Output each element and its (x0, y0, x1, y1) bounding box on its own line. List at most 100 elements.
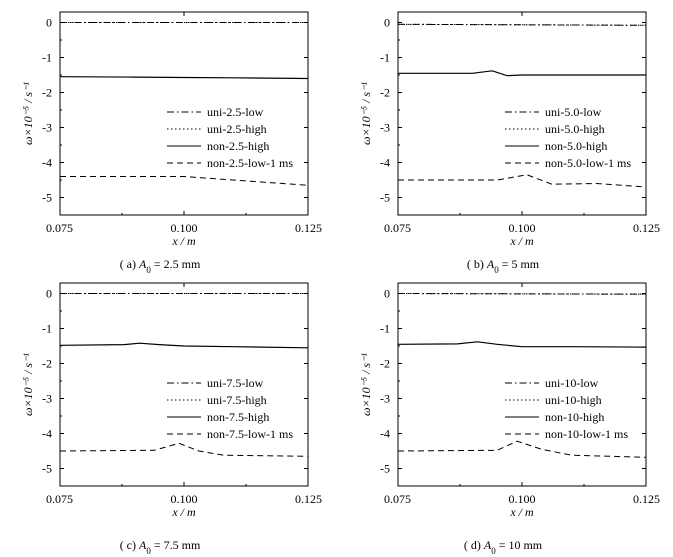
caption-sub: 0 (146, 546, 151, 556)
y-tick-label: -3 (42, 121, 52, 135)
legend: uni-7.5-low uni-7.5-high non-7.5-high non-7… (167, 376, 293, 441)
legend-label: uni-7.5-low (207, 376, 264, 390)
caption-var: A (138, 257, 147, 271)
caption-sub: 0 (146, 265, 151, 275)
series-line-2 (397, 23, 647, 26)
x-axis-label: x / m (509, 505, 534, 519)
x-tick-label: 0.075 (384, 492, 411, 506)
x-tick-label: 0.125 (295, 492, 322, 506)
caption-prefix: ( d) (464, 538, 484, 552)
series-line-3 (398, 70, 646, 77)
y-tick-label: -5 (380, 462, 390, 476)
y-tick-label: 0 (46, 16, 52, 30)
plot-frame (397, 282, 647, 487)
x-axis-label: x / m (171, 234, 196, 248)
caption-var: A (138, 538, 147, 552)
legend-label: non-2.5-low-1 ms (207, 156, 293, 170)
caption-rest: = 7.5 mm (151, 538, 201, 552)
y-tick-label: -3 (42, 392, 52, 406)
x-tick-label: 0.125 (633, 221, 660, 235)
caption-var: A (483, 538, 492, 552)
x-tick-label: 0.075 (384, 221, 411, 235)
legend-label: non-5.0-low-1 ms (545, 156, 631, 170)
y-tick-label: -3 (380, 392, 390, 406)
caption-sub: 0 (494, 265, 499, 275)
caption-var: A (486, 257, 495, 271)
x-tick-label: 0.100 (509, 492, 536, 506)
legend-label: uni-5.0-low (545, 105, 602, 119)
y-tick-label: 0 (384, 287, 390, 301)
caption-rest: = 10 mm (496, 538, 543, 552)
x-tick-label: 0.100 (509, 221, 536, 235)
legend-label: uni-10-low (545, 376, 599, 390)
y-tick-label: -1 (42, 51, 52, 65)
legend-label: uni-2.5-high (207, 122, 267, 136)
caption-prefix: ( b) (467, 257, 487, 271)
legend-label: uni-2.5-low (207, 105, 264, 119)
legend-label: non-10-high (545, 410, 604, 424)
series-line-2 (397, 293, 647, 295)
legend-label: non-7.5-low-1 ms (207, 427, 293, 441)
legend-label: non-2.5-high (207, 139, 269, 153)
y-tick-label: -5 (42, 462, 52, 476)
x-axis-label: x / m (509, 234, 534, 248)
y-axis-label: ω×10⁻⁵ / s⁻¹ (21, 82, 35, 145)
series-line-4 (398, 174, 647, 188)
x-tick-label: 0.125 (295, 221, 322, 235)
y-tick-label: -4 (42, 427, 52, 441)
legend-label: uni-5.0-high (545, 122, 605, 136)
series-line-3 (59, 342, 309, 349)
subplot-caption: ( b) A0 = 5 mm (467, 257, 540, 275)
series-line-4 (60, 176, 309, 186)
subplot-2: 0.075 0.100 0.125 0 -1 -2 -3 -4 -5 x / m ω×10⁻⁵ / … (359, 11, 660, 275)
x-tick-label: 0.075 (46, 221, 73, 235)
x-tick-label: 0.125 (633, 492, 660, 506)
subplot-caption: ( a) A0 = 2.5 mm (120, 257, 201, 275)
x-tick-label: 0.100 (171, 221, 198, 235)
series-line-4 (397, 440, 647, 458)
subplot-caption: ( c) A0 = 7.5 mm (120, 538, 201, 556)
y-axis-label: ω×10⁻⁵ / s⁻¹ (359, 353, 373, 416)
x-axis-label: x / m (171, 505, 196, 519)
x-tick-label: 0.100 (171, 492, 198, 506)
caption-sub: 0 (491, 546, 496, 556)
y-tick-label: -5 (42, 191, 52, 205)
x-tick-label: 0.075 (46, 492, 73, 506)
legend: uni-2.5-low uni-2.5-high non-2.5-high non-2… (167, 105, 293, 170)
y-tick-label: -1 (42, 322, 52, 336)
legend: uni-10-low uni-10-high non-10-high non-10-l… (505, 376, 628, 441)
legend-label: non-5.0-high (545, 139, 607, 153)
caption-rest: = 2.5 mm (151, 257, 201, 271)
subplot-caption: ( d) A0 = 10 mm (464, 538, 543, 556)
caption-prefix: ( a) (120, 257, 139, 271)
y-axis-label: ω×10⁻⁵ / s⁻¹ (21, 353, 35, 416)
series-line-3 (397, 341, 647, 348)
y-tick-label: -2 (42, 86, 52, 100)
series-line-1 (397, 293, 647, 295)
y-tick-label: 0 (384, 16, 390, 30)
y-tick-label: -2 (42, 357, 52, 371)
legend: uni-5.0-low uni-5.0-high non-5.0-high non-5… (505, 105, 631, 170)
y-tick-label: -4 (380, 427, 390, 441)
y-tick-label: -2 (380, 86, 390, 100)
subplot-1: 0.075 0.100 0.125 0 -1 -2 -3 -4 -5 x / m ω×10⁻⁵ / … (21, 11, 322, 275)
legend-label: non-7.5-high (207, 410, 269, 424)
y-tick-label: -1 (380, 51, 390, 65)
y-tick-label: -2 (380, 357, 390, 371)
y-tick-label: -5 (380, 191, 390, 205)
y-tick-label: -1 (380, 322, 390, 336)
caption-rest: = 5 mm (499, 257, 540, 271)
y-tick-label: 0 (46, 287, 52, 301)
y-tick-label: -4 (380, 156, 390, 170)
legend-label: non-10-low-1 ms (545, 427, 628, 441)
y-tick-label: -3 (380, 121, 390, 135)
series-line-4 (59, 442, 309, 457)
legend-label: uni-7.5-high (207, 393, 267, 407)
caption-prefix: ( c) (120, 538, 139, 552)
subplot-3: 0.075 0.100 0.125 0 -1 -2 -3 -4 -5 x / m ω×10⁻⁵ / … (21, 282, 322, 556)
plot-frame (59, 11, 309, 216)
y-tick-label: -4 (42, 156, 52, 170)
y-axis-label: ω×10⁻⁵ / s⁻¹ (359, 82, 373, 145)
series-line-3 (59, 76, 309, 80)
